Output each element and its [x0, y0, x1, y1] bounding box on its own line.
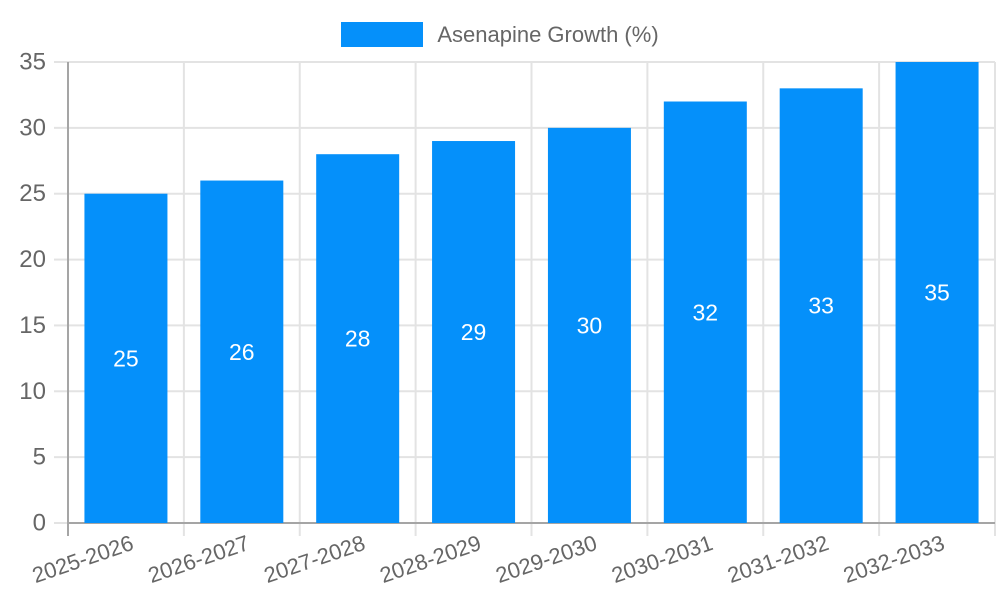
y-tick-label: 20 [19, 246, 46, 273]
x-tick-label: 2031-2032 [724, 530, 832, 588]
x-tick-label: 2032-2033 [840, 530, 948, 588]
bar-value-label: 26 [229, 339, 255, 365]
legend-swatch [341, 22, 424, 47]
bar[interactable] [84, 193, 168, 523]
bar[interactable] [895, 62, 979, 523]
bar-value-label: 33 [808, 293, 834, 319]
y-tick-label: 15 [19, 312, 46, 339]
y-tick-label: 30 [19, 114, 46, 141]
x-tick-label: 2030-2031 [608, 530, 716, 588]
bar[interactable] [432, 141, 516, 523]
bar-value-label: 32 [693, 299, 719, 325]
bar[interactable] [663, 101, 747, 523]
x-tick-label: 2028-2029 [377, 530, 485, 588]
y-tick-label: 10 [19, 378, 46, 405]
x-tick-label: 2029-2030 [492, 530, 600, 588]
bar[interactable] [200, 180, 284, 524]
y-tick-label: 5 [33, 444, 46, 471]
bar[interactable] [316, 154, 400, 523]
y-tick-label: 25 [19, 180, 46, 207]
bar-value-label: 29 [461, 319, 487, 345]
x-tick-label: 2025-2026 [29, 530, 137, 588]
bar-value-label: 25 [113, 345, 139, 371]
legend[interactable]: Asenapine Growth (%) [0, 22, 1000, 47]
bar[interactable] [547, 127, 631, 523]
x-tick-label: 2027-2028 [261, 530, 369, 588]
y-tick-label: 35 [19, 49, 46, 76]
x-tick-label: 2026-2027 [145, 530, 253, 588]
legend-label: Asenapine Growth (%) [437, 22, 659, 47]
bar[interactable] [779, 88, 863, 523]
y-tick-label: 0 [33, 510, 46, 537]
bar-value-label: 35 [924, 280, 950, 306]
bar-value-label: 30 [577, 312, 603, 338]
bar-value-label: 28 [345, 326, 371, 352]
